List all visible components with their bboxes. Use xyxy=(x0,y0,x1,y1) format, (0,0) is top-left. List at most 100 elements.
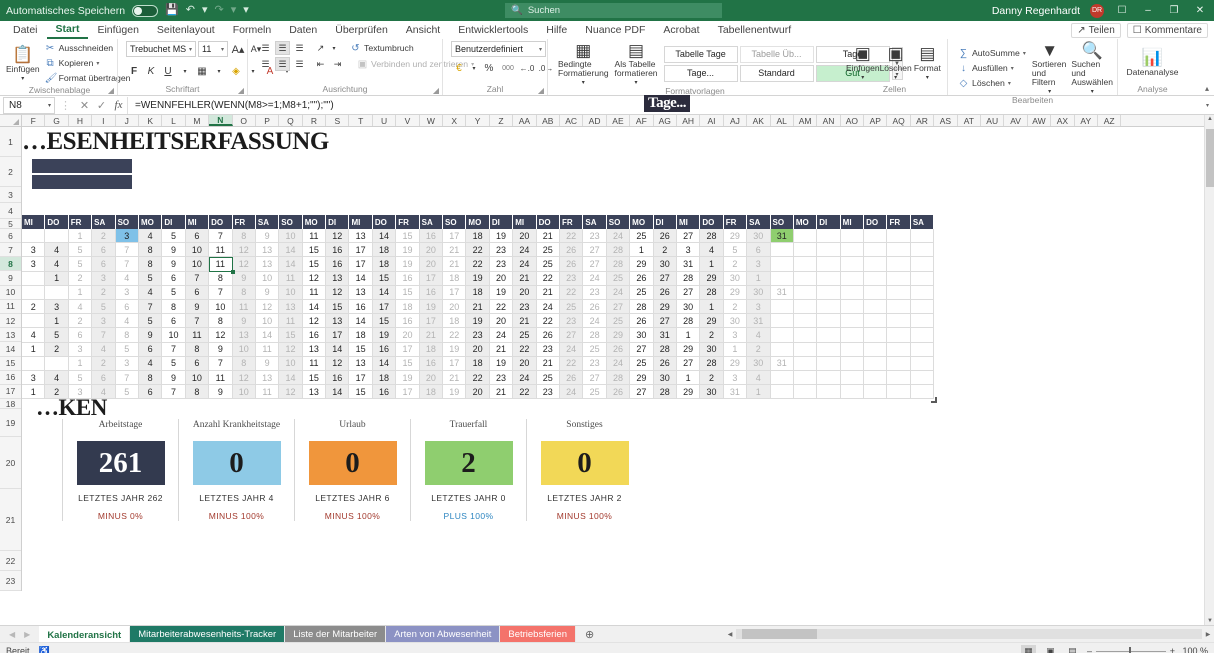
calendar-row[interactable]: 1 2 3 4 5 6 7 8 9 10 11 12 13 14 15 16 17 18 19 20 21 22 23 24 2… xyxy=(22,385,935,400)
calendar-cell[interactable]: 22 xyxy=(466,371,490,386)
style-standard[interactable]: Standard xyxy=(739,64,814,82)
styles-more[interactable]: ▾ xyxy=(891,69,903,80)
tab-ueberpruefen[interactable]: Überprüfen xyxy=(335,23,388,36)
calendar-cell[interactable]: 3 xyxy=(723,328,748,343)
calendar-cell[interactable]: 3 xyxy=(68,385,93,400)
calendar-cell[interactable]: 3 xyxy=(723,371,748,386)
calendar-cell[interactable]: 5 xyxy=(115,342,139,357)
undo-dropdown-icon[interactable]: ▾ xyxy=(202,4,208,16)
column-header-k[interactable]: K xyxy=(139,115,163,126)
column-header-aj[interactable]: AJ xyxy=(724,115,748,126)
row-header-13[interactable]: 13 xyxy=(0,328,21,343)
row-header-5[interactable]: 5 xyxy=(0,219,21,229)
align-top-button[interactable]: ☰ xyxy=(261,42,270,53)
calendar-cell[interactable]: 23 xyxy=(489,243,514,258)
calendar-cell[interactable]: 29 xyxy=(723,356,748,371)
calendar-cell[interactable]: 2 xyxy=(700,328,724,343)
merge-center-button[interactable]: ▣ Verbinden und zentrieren ▾ xyxy=(355,57,476,71)
calendar-cell[interactable]: 2 xyxy=(68,271,93,286)
calendar-cell[interactable]: 23 xyxy=(559,271,584,286)
column-header-al[interactable]: AL xyxy=(771,115,794,126)
calendar-cell[interactable]: 17 xyxy=(443,229,467,244)
row-header-16[interactable]: 16 xyxy=(0,371,21,385)
calendar-cell[interactable]: 7 xyxy=(209,356,233,371)
calendar-cell[interactable]: 19 xyxy=(396,257,420,272)
sheet-tab-arten-von-abwesenheit[interactable]: Arten von Abwesenheit xyxy=(386,626,501,642)
calendar-cell[interactable]: 5 xyxy=(92,300,116,315)
chevron-down-icon[interactable]: ▾ xyxy=(47,102,51,109)
calendar-cell[interactable] xyxy=(910,328,935,343)
close-button[interactable]: ✕ xyxy=(1195,5,1205,16)
calendar-cell[interactable]: 15 xyxy=(396,356,420,371)
column-header-ad[interactable]: AD xyxy=(583,115,607,126)
align-left-button[interactable]: ☰ xyxy=(261,58,270,69)
calendar-cell[interactable]: 2 xyxy=(92,229,116,244)
column-header-aw[interactable]: AW xyxy=(1028,115,1052,126)
calendar-cell[interactable]: 6 xyxy=(162,314,186,329)
column-header-ao[interactable]: AO xyxy=(841,115,865,126)
calendar-cell[interactable]: 7 xyxy=(115,243,139,258)
column-header-v[interactable]: V xyxy=(396,115,420,126)
calendar-cell[interactable]: 13 xyxy=(326,314,350,329)
calendar-cell[interactable]: 11 xyxy=(209,243,233,258)
calendar-cell[interactable]: 12 xyxy=(279,342,303,357)
calendar-cell[interactable]: 13 xyxy=(302,342,327,357)
calendar-cell[interactable] xyxy=(887,385,911,400)
calendar-cell[interactable]: 31 xyxy=(747,314,771,329)
save-icon[interactable]: 💾 xyxy=(165,4,179,16)
calendar-cell[interactable]: 5 xyxy=(45,328,69,343)
column-header-s[interactable]: S xyxy=(326,115,350,126)
calendar-cell[interactable]: 17 xyxy=(372,300,397,315)
chevron-down-icon[interactable]: ▾ xyxy=(581,80,585,86)
calendar-cell[interactable]: 27 xyxy=(606,300,631,315)
calendar-cell[interactable]: 1 xyxy=(747,385,771,400)
decrease-decimal-icon[interactable]: .0→ xyxy=(538,63,554,73)
calendar-cell[interactable] xyxy=(770,257,794,272)
calendar-row[interactable]: 1 2 3 4 5 6 7 8 9 10 11 12 13 14 15 16 17 18 19 20 21 22 23 24 2… xyxy=(22,285,935,300)
calendar-cell[interactable]: 14 xyxy=(279,257,303,272)
insert-function-icon[interactable]: fx xyxy=(114,99,123,111)
calendar-cell[interactable]: 21 xyxy=(536,356,560,371)
calendar-cell[interactable]: 1 xyxy=(700,300,724,315)
calendar-cell[interactable]: 20 xyxy=(489,271,514,286)
scroll-right-arrow[interactable]: ▶ xyxy=(1205,631,1211,638)
page-layout-view-icon[interactable]: ▣ xyxy=(1046,645,1055,653)
calendar-cell[interactable]: 28 xyxy=(700,285,724,300)
calendar-cell[interactable]: 7 xyxy=(162,342,186,357)
calendar-cell[interactable]: 16 xyxy=(396,314,420,329)
zoom-value[interactable]: 100 % xyxy=(1182,646,1208,653)
calendar-cell[interactable] xyxy=(840,328,865,343)
calendar-cell[interactable]: 16 xyxy=(326,243,350,258)
calendar-cell[interactable] xyxy=(770,314,794,329)
column-header-g[interactable]: G xyxy=(45,115,69,126)
calendar-cell[interactable]: 3 xyxy=(45,300,69,315)
calendar-row[interactable]: 1 2 3 4 5 6 7 8 9 10 11 12 13 14 15 16 17 18 19 20 21 22 23 24 2… xyxy=(22,229,935,244)
calendar-cell[interactable]: 21 xyxy=(536,229,560,244)
calendar-cell[interactable] xyxy=(817,229,841,244)
calendar-cell[interactable]: 12 xyxy=(232,243,256,258)
column-header-ae[interactable]: AE xyxy=(607,115,631,126)
borders-dropdown-icon[interactable]: ▾ xyxy=(217,68,221,75)
calendar-cell[interactable]: 3 xyxy=(92,314,116,329)
calendar-cell[interactable]: 21 xyxy=(513,314,537,329)
calendar-cell[interactable]: 24 xyxy=(606,229,631,244)
calendar-cell[interactable] xyxy=(793,328,818,343)
column-header-ay[interactable]: AY xyxy=(1075,115,1098,126)
calendar-cell[interactable]: 8 xyxy=(209,314,233,329)
calendar-cell[interactable]: 4 xyxy=(22,328,46,343)
calendar-cell[interactable]: 6 xyxy=(92,371,116,386)
calendar-cell[interactable] xyxy=(887,342,911,357)
calendar-cell[interactable]: 22 xyxy=(536,314,560,329)
calendar-cell[interactable]: 25 xyxy=(606,271,631,286)
calendar-cell[interactable]: 3 xyxy=(22,243,46,258)
row-header-20[interactable]: 20 xyxy=(0,437,21,490)
row-header-23[interactable]: 23 xyxy=(0,571,21,592)
align-center-button[interactable]: ☰ xyxy=(275,57,290,71)
confirm-icon[interactable]: ✓ xyxy=(96,99,107,112)
number-format-select[interactable]: Benutzerdefiniert ▾ xyxy=(451,41,546,57)
calendar-cell[interactable]: 3 xyxy=(115,356,139,371)
calendar-cell[interactable]: 2 xyxy=(22,300,46,315)
calendar-cell[interactable] xyxy=(887,257,911,272)
calendar-cell[interactable]: 2 xyxy=(700,371,724,386)
calendar-cell[interactable]: 2 xyxy=(747,342,771,357)
